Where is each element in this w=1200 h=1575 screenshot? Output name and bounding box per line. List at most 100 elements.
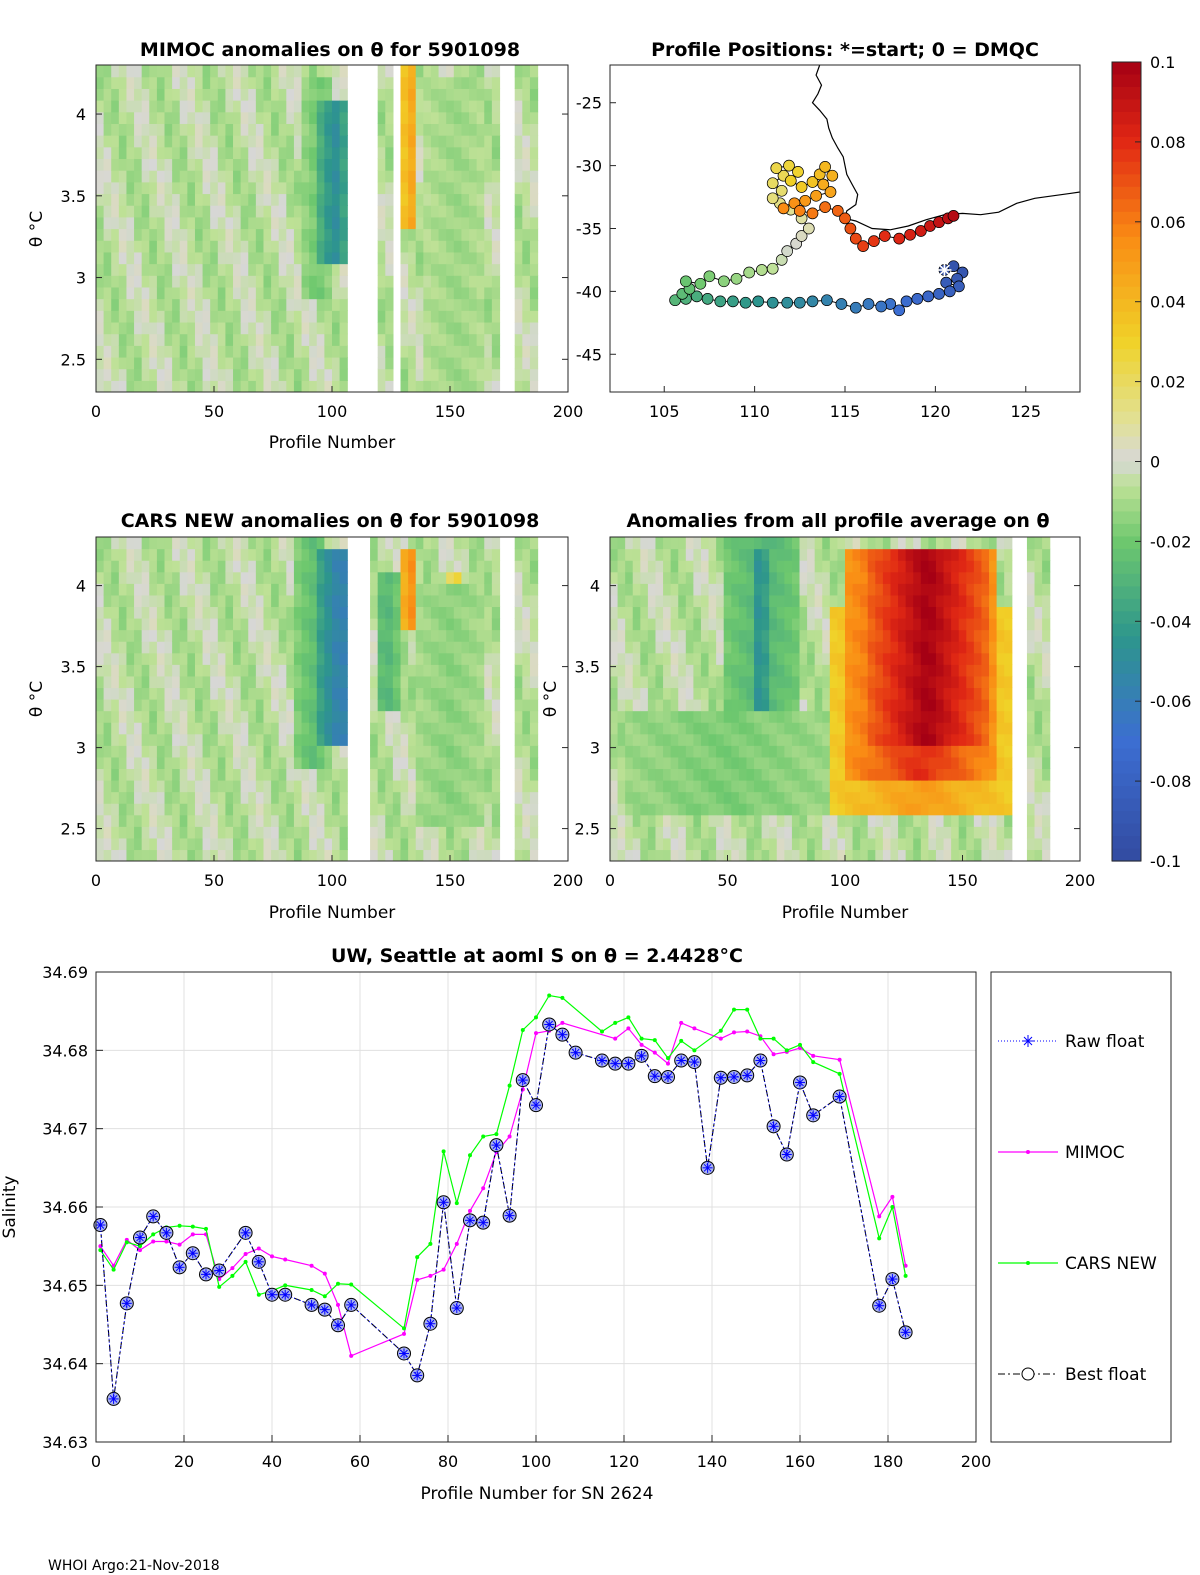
heatmap-cell [663, 548, 672, 561]
heatmap-cell [164, 100, 173, 113]
heatmap-cell [799, 629, 808, 642]
heatmap-cell [514, 286, 523, 300]
heatmap-cell [446, 193, 455, 206]
heatmap-cell [217, 123, 227, 136]
heatmap-cell [415, 251, 424, 265]
heatmap-cell [255, 618, 265, 631]
heatmap-cell [453, 780, 463, 793]
heatmap-cell [799, 594, 808, 608]
heatmap-cell [476, 791, 485, 804]
profile-position-point [793, 205, 806, 217]
heatmap-cell [438, 629, 447, 642]
heatmap-cell [316, 298, 325, 311]
heatmap-cell [194, 146, 204, 160]
heatmap-cell [617, 675, 626, 689]
heatmap-cell [423, 286, 432, 300]
profile-position-point [739, 296, 752, 309]
heatmap-cell [716, 675, 725, 689]
heatmap-cell [476, 228, 485, 241]
heatmap-cell [625, 629, 634, 642]
y-tick-label: 3 [590, 739, 600, 758]
heatmap-cell [202, 263, 211, 276]
heatmap-cell [339, 76, 348, 89]
heatmap-cell [784, 641, 793, 654]
heatmap-cell [822, 560, 831, 573]
heatmap-cell [225, 849, 234, 861]
heatmap-cell [453, 710, 463, 723]
heatmap-cell [202, 368, 211, 381]
heatmap-cell [1042, 618, 1051, 631]
heatmap-cell [377, 170, 386, 183]
heatmap-cell [446, 710, 455, 723]
heatmap-cell [647, 699, 657, 712]
heatmap-cell [461, 606, 470, 619]
heatmap-cell [172, 571, 181, 584]
heatmap-cell [271, 321, 280, 335]
heatmap-cell [179, 193, 188, 206]
cars-point [468, 1153, 472, 1158]
cars-point [454, 1201, 459, 1206]
heatmap-cell [928, 745, 937, 758]
heatmap-cell [529, 652, 539, 665]
heatmap-cell [309, 123, 318, 136]
heatmap-cell [514, 768, 523, 781]
heatmap-cell [491, 228, 501, 241]
heatmap-cell [103, 837, 112, 851]
heatmap-cell [377, 560, 386, 573]
heatmap-cell [385, 560, 394, 573]
heatmap-cell [202, 652, 211, 665]
heatmap-cell [164, 537, 173, 550]
heatmap-cell [617, 733, 626, 746]
heatmap-cell [164, 652, 173, 665]
heatmap-cell [316, 286, 325, 300]
heatmap-cell [415, 722, 424, 735]
mimoc-y-ticks: 2.533.54 [61, 105, 568, 369]
heatmap-cell [1042, 652, 1051, 665]
heatmap-cell [837, 733, 846, 746]
heatmap-cell [761, 837, 770, 851]
heatmap-cell [461, 618, 470, 631]
heatmap-cell [529, 275, 539, 288]
heatmap-cell [240, 618, 249, 631]
heatmap-cell [408, 791, 417, 804]
heatmap-cell [286, 537, 295, 550]
heatmap-cell [370, 583, 379, 596]
heatmap-cell [693, 652, 702, 665]
heatmap-cell [655, 756, 664, 770]
heatmap-cell [973, 675, 983, 689]
heatmap-cell [829, 710, 839, 723]
heatmap-cell [103, 135, 112, 148]
heatmap-cell [415, 368, 424, 381]
heatmap-cell [446, 100, 455, 113]
heatmap-cell [96, 345, 105, 358]
heatmap-cell [1042, 710, 1051, 723]
heatmap-cell [769, 710, 778, 723]
heatmap-cell [784, 537, 793, 550]
heatmap-cell [438, 170, 447, 183]
heatmap-cell [187, 594, 196, 608]
heatmap-cell [255, 111, 265, 124]
heatmap-cell [905, 652, 914, 665]
heatmap-cell [377, 768, 386, 781]
heatmap-cell [453, 664, 463, 677]
heatmap-cell [301, 158, 310, 171]
heatmap-cell [430, 583, 440, 596]
heatmap-cell [271, 629, 280, 642]
heatmap-cell [233, 321, 242, 335]
heatmap-cell [118, 618, 128, 631]
heatmap-cell [663, 780, 672, 793]
heatmap-cell [754, 814, 763, 827]
heatmap-cell [225, 733, 234, 746]
heatmap-cell [210, 768, 219, 781]
heatmap-cell [610, 745, 619, 758]
heatmap-cell [723, 583, 732, 596]
heatmap-cell [1042, 814, 1051, 827]
heatmap-cell [446, 298, 455, 311]
colorbar-tick-label: -0.1 [1150, 852, 1181, 871]
heatmap-cell [476, 240, 485, 253]
heatmap-cell [126, 560, 135, 573]
heatmap-cell [400, 791, 409, 804]
heatmap-cell [400, 205, 409, 218]
heatmap-cell [286, 310, 295, 323]
heatmap-cell [126, 768, 135, 781]
